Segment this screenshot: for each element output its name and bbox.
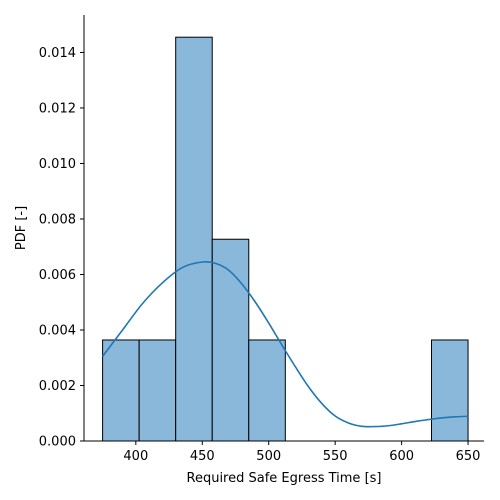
y-tick-label: 0.000 — [39, 435, 76, 450]
histogram-bar — [102, 339, 140, 442]
y-tick-label: 0.014 — [39, 46, 76, 61]
bars-layer — [102, 36, 469, 442]
y-ticks-layer: 0.000 0.002 0.004 0.006 0.008 0.010 0.012 0.014 — [39, 46, 84, 450]
histogram-bar — [431, 339, 469, 442]
histogram-bar — [248, 339, 286, 442]
x-tick-label: 600 — [389, 449, 414, 464]
y-tick-label: 0.002 — [39, 379, 76, 394]
kde-curve — [101, 260, 469, 428]
x-tick-label: 550 — [323, 449, 348, 464]
histogram-bar — [175, 36, 213, 442]
y-tick-label: 0.010 — [39, 157, 76, 172]
x-tick-label: 400 — [123, 449, 148, 464]
y-tick-label: 0.004 — [39, 323, 76, 338]
x-tick-label: 650 — [456, 449, 481, 464]
y-axis-label: PDF [-] — [14, 206, 29, 250]
x-axis-label: Required Safe Egress Time [s] — [187, 471, 382, 486]
histogram-bar — [211, 238, 250, 442]
y-tick-label: 0.006 — [39, 268, 76, 283]
x-tick-label: 500 — [256, 449, 281, 464]
histogram-bar — [138, 339, 177, 442]
x-tick-label: 450 — [190, 449, 215, 464]
y-tick-label: 0.012 — [39, 101, 76, 116]
y-tick-label: 0.008 — [39, 212, 76, 227]
x-ticks-layer: 400 450 500 550 600 650 — [123, 441, 480, 464]
